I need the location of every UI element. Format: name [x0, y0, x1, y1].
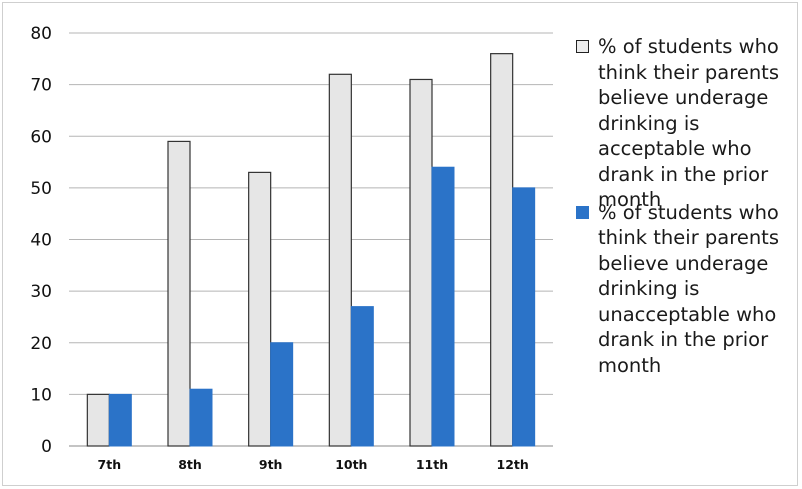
bar-acceptable-7th — [86, 393, 110, 447]
y-tick-label: 50 — [30, 179, 52, 199]
bar-acceptable-8th — [167, 140, 191, 447]
y-tick-label: 20 — [30, 334, 52, 354]
bar-acceptable-12th — [490, 53, 514, 447]
bar-unacceptable-10th — [350, 306, 374, 447]
y-tick-label: 0 — [41, 437, 52, 457]
gridlines — [69, 32, 553, 447]
legend-swatch-unacceptable — [576, 205, 589, 219]
legend-label-unacceptable: % of students who think their parents be… — [598, 200, 779, 377]
y-axis-ticks: 0 10 20 30 40 50 60 70 80 — [30, 24, 52, 457]
bar-acceptable-9th — [248, 171, 272, 447]
x-axis-ticks: 7th 8th 9th 10th 11th 12th — [98, 457, 529, 472]
bar-chart: 0 10 20 30 40 50 60 70 80 7th 8th 9th 10th 11th 12th — [30, 24, 553, 472]
legend-entry-unacceptable: % of students who think their parents be… — [574, 200, 800, 379]
bars — [86, 53, 536, 447]
bar-unacceptable-8th — [189, 388, 213, 447]
x-tick-label: 9th — [259, 457, 283, 472]
bar-unacceptable-11th — [431, 166, 455, 447]
x-tick-label: 11th — [416, 457, 448, 472]
bar-acceptable-11th — [409, 78, 433, 447]
y-tick-label: 10 — [30, 385, 52, 405]
bar-unacceptable-7th — [108, 393, 132, 447]
y-tick-label: 30 — [30, 282, 52, 302]
y-tick-label: 40 — [30, 231, 52, 251]
bar-unacceptable-12th — [512, 187, 536, 447]
x-tick-label: 12th — [497, 457, 529, 472]
bar-unacceptable-9th — [270, 342, 294, 447]
legend-swatch-acceptable — [576, 40, 589, 53]
x-tick-label: 10th — [335, 457, 367, 472]
y-tick-label: 60 — [30, 127, 52, 147]
x-tick-label: 7th — [98, 457, 122, 472]
x-tick-label: 8th — [178, 457, 202, 472]
legend-label-acceptable: % of students who think their parents be… — [598, 35, 779, 211]
legend-entry-acceptable: % of students who think their parents be… — [574, 34, 800, 213]
y-tick-label: 80 — [30, 24, 52, 44]
legend: % of students who think their parents be… — [574, 34, 800, 378]
y-tick-label: 70 — [30, 76, 52, 96]
bar-acceptable-10th — [328, 73, 352, 447]
